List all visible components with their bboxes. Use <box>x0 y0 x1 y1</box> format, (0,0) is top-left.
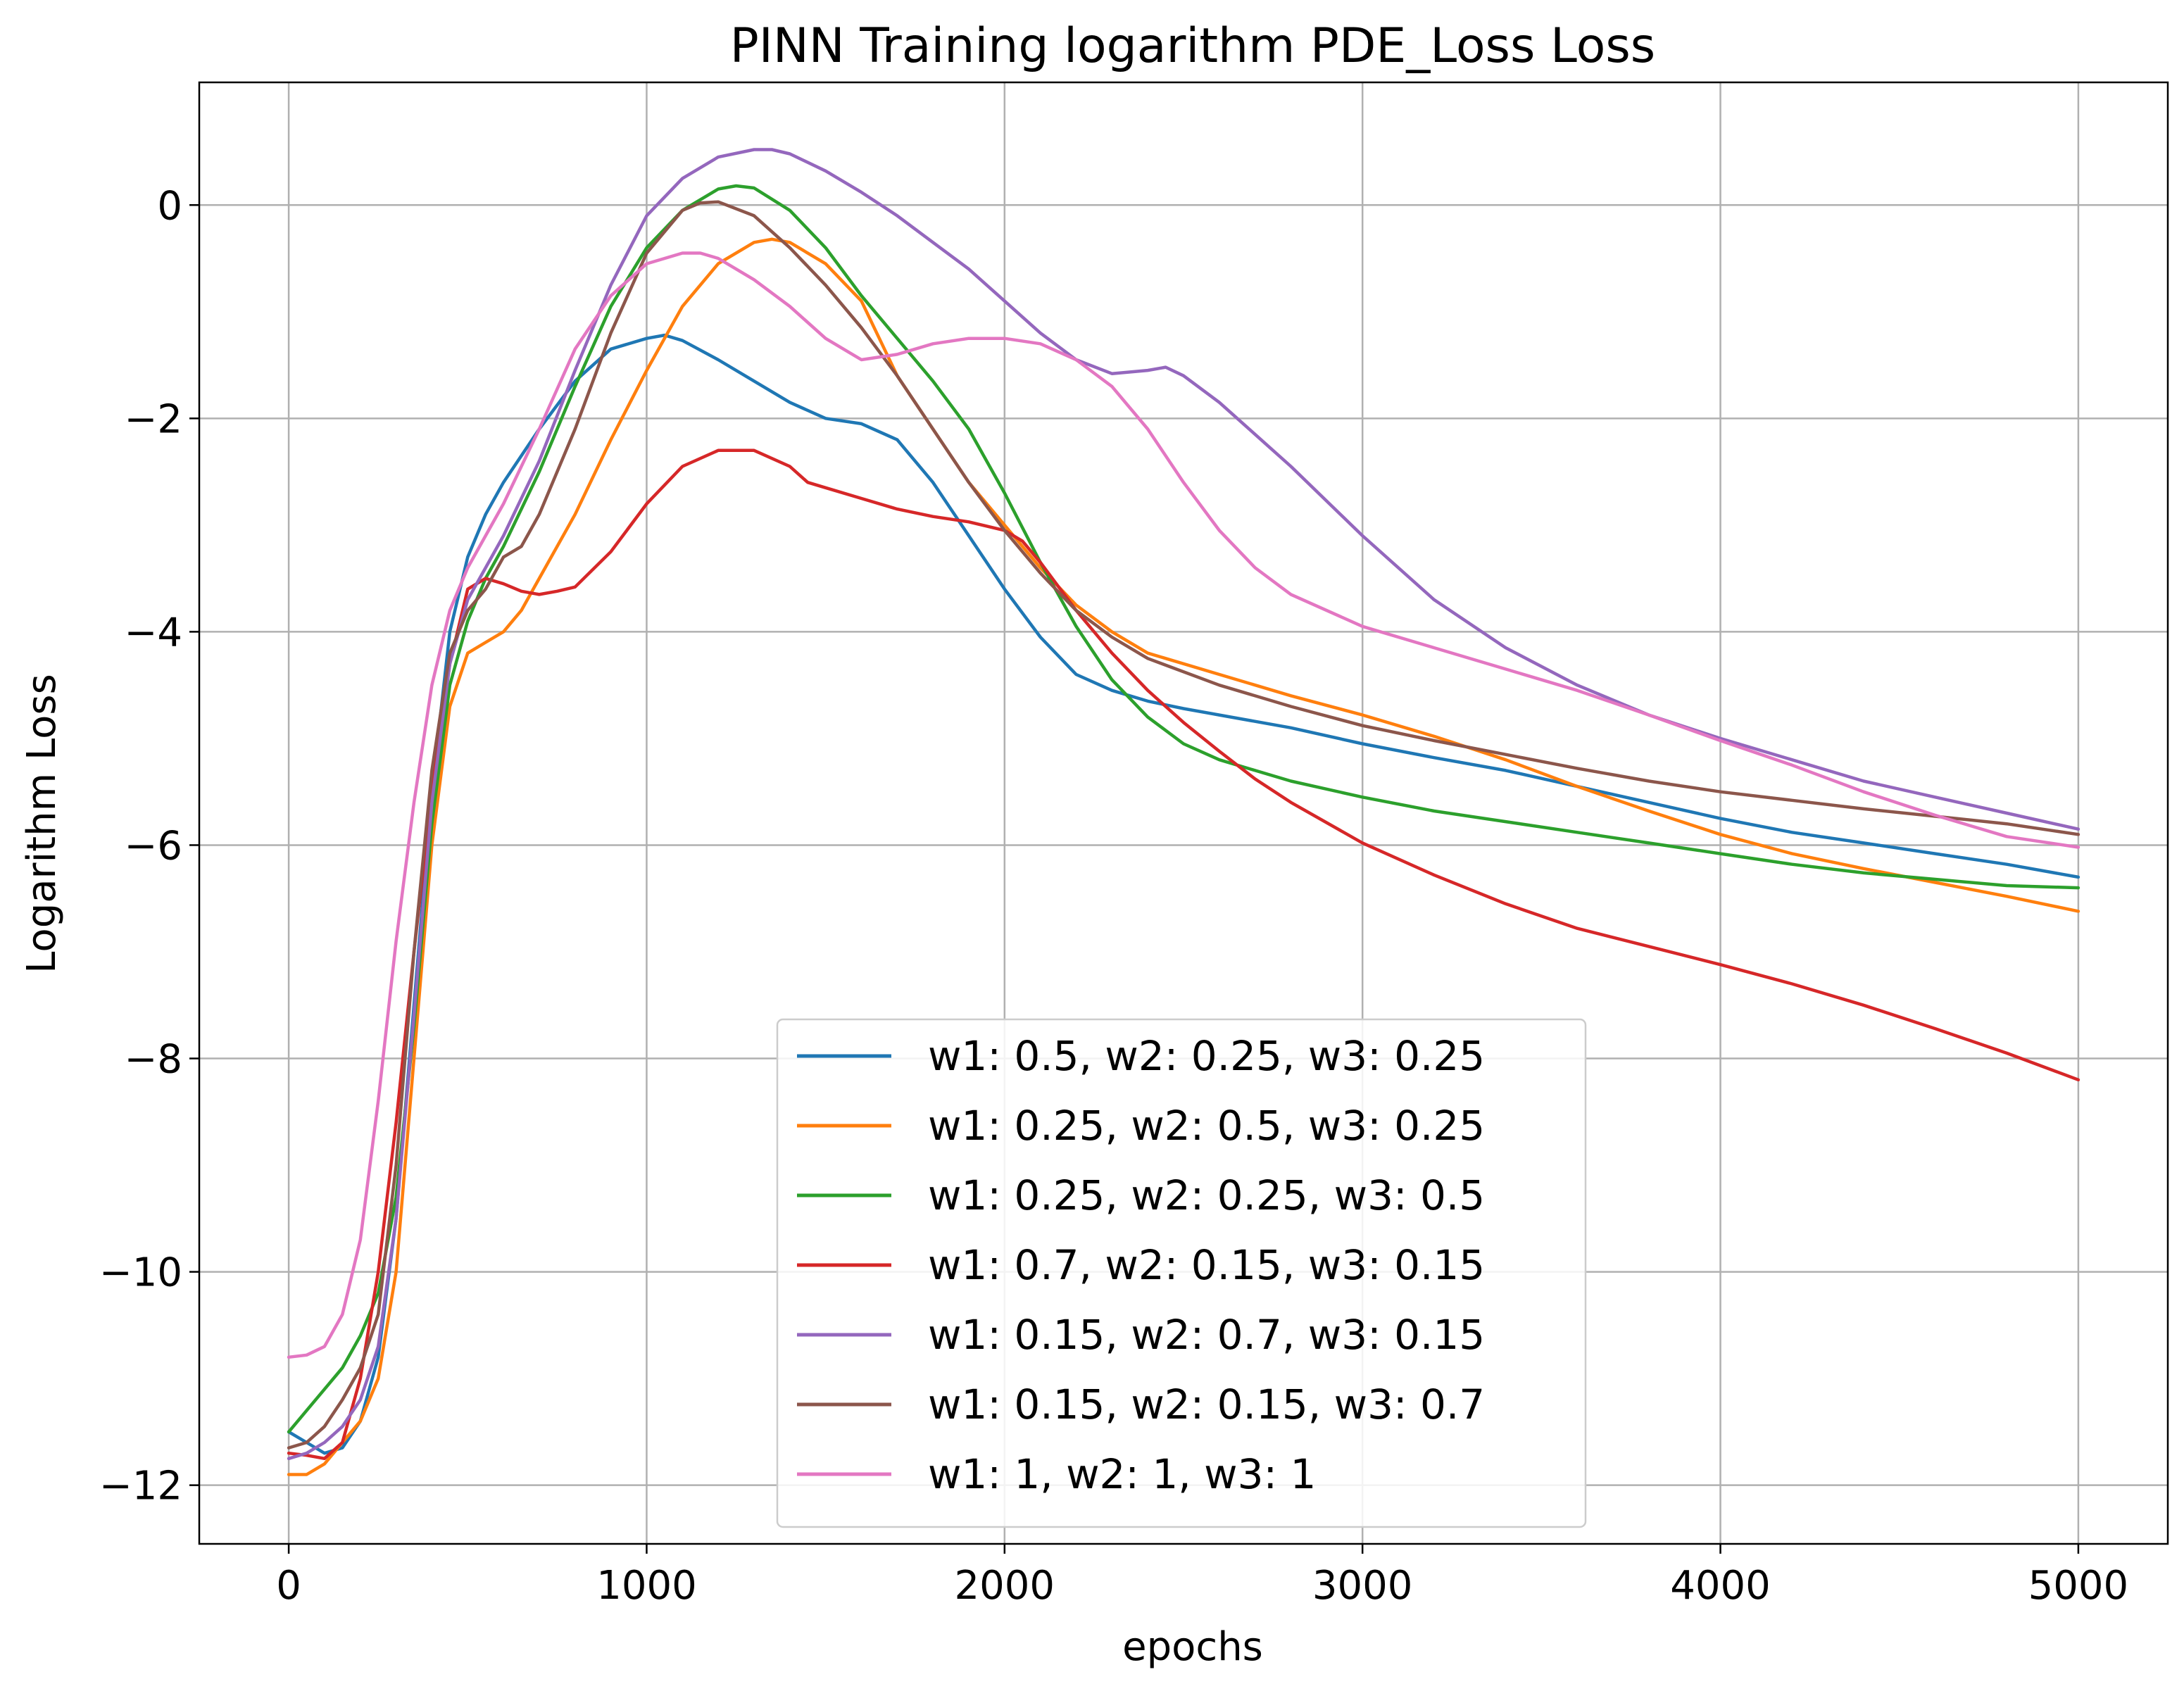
x-tick-label: 5000 <box>2028 1563 2129 1609</box>
series-line-5 <box>287 148 2081 1461</box>
y-tick-label: 0 <box>157 183 182 229</box>
x-tick-label: 4000 <box>1670 1563 1771 1609</box>
x-tick-label: 3000 <box>1312 1563 1413 1609</box>
y-axis-title: Logarithm Loss <box>19 674 65 974</box>
y-tick-label: −6 <box>124 823 182 869</box>
series-line-2 <box>287 237 2081 1476</box>
x-tick-label: 2000 <box>955 1563 1055 1609</box>
x-tick-label: 1000 <box>596 1563 697 1609</box>
series-line-7 <box>287 251 2081 1359</box>
chart-title: PINN Training logarithm PDE_Loss Loss <box>730 18 1655 74</box>
y-tick-label: −10 <box>99 1250 182 1296</box>
legend-label: w1: 0.7, w2: 0.15, w3: 0.15 <box>928 1241 1485 1289</box>
y-tick-label: −8 <box>124 1037 182 1083</box>
y-tick-label: −12 <box>99 1464 182 1509</box>
legend-label: w1: 0.15, w2: 0.7, w3: 0.15 <box>928 1311 1485 1359</box>
legend-label: w1: 0.25, w2: 0.5, w3: 0.25 <box>928 1102 1485 1150</box>
legend-label: w1: 0.15, w2: 0.15, w3: 0.7 <box>928 1381 1485 1428</box>
legend: w1: 0.5, w2: 0.25, w3: 0.25 w1: 0.25, w2:… <box>776 1018 1587 1528</box>
plot-series <box>287 148 2081 1476</box>
y-tick-label: −2 <box>124 396 182 442</box>
plot-frame <box>198 81 2169 1545</box>
y-tick-label: −4 <box>124 610 182 655</box>
axis-ticks: 0 1000 2000 3000 4000 5000 0 −2 −4 −6 −8 −10 −12 <box>99 183 2128 1609</box>
legend-label: w1: 1, w2: 1, w3: 1 <box>928 1450 1316 1498</box>
x-tick-label: 0 <box>276 1563 301 1609</box>
legend-box <box>776 1018 1587 1528</box>
series-line-6 <box>287 200 2081 1450</box>
legend-label: w1: 0.5, w2: 0.25, w3: 0.25 <box>928 1032 1485 1080</box>
legend-label: w1: 0.25, w2: 0.25, w3: 0.5 <box>928 1171 1485 1219</box>
x-axis-title: epochs <box>1122 1624 1263 1670</box>
